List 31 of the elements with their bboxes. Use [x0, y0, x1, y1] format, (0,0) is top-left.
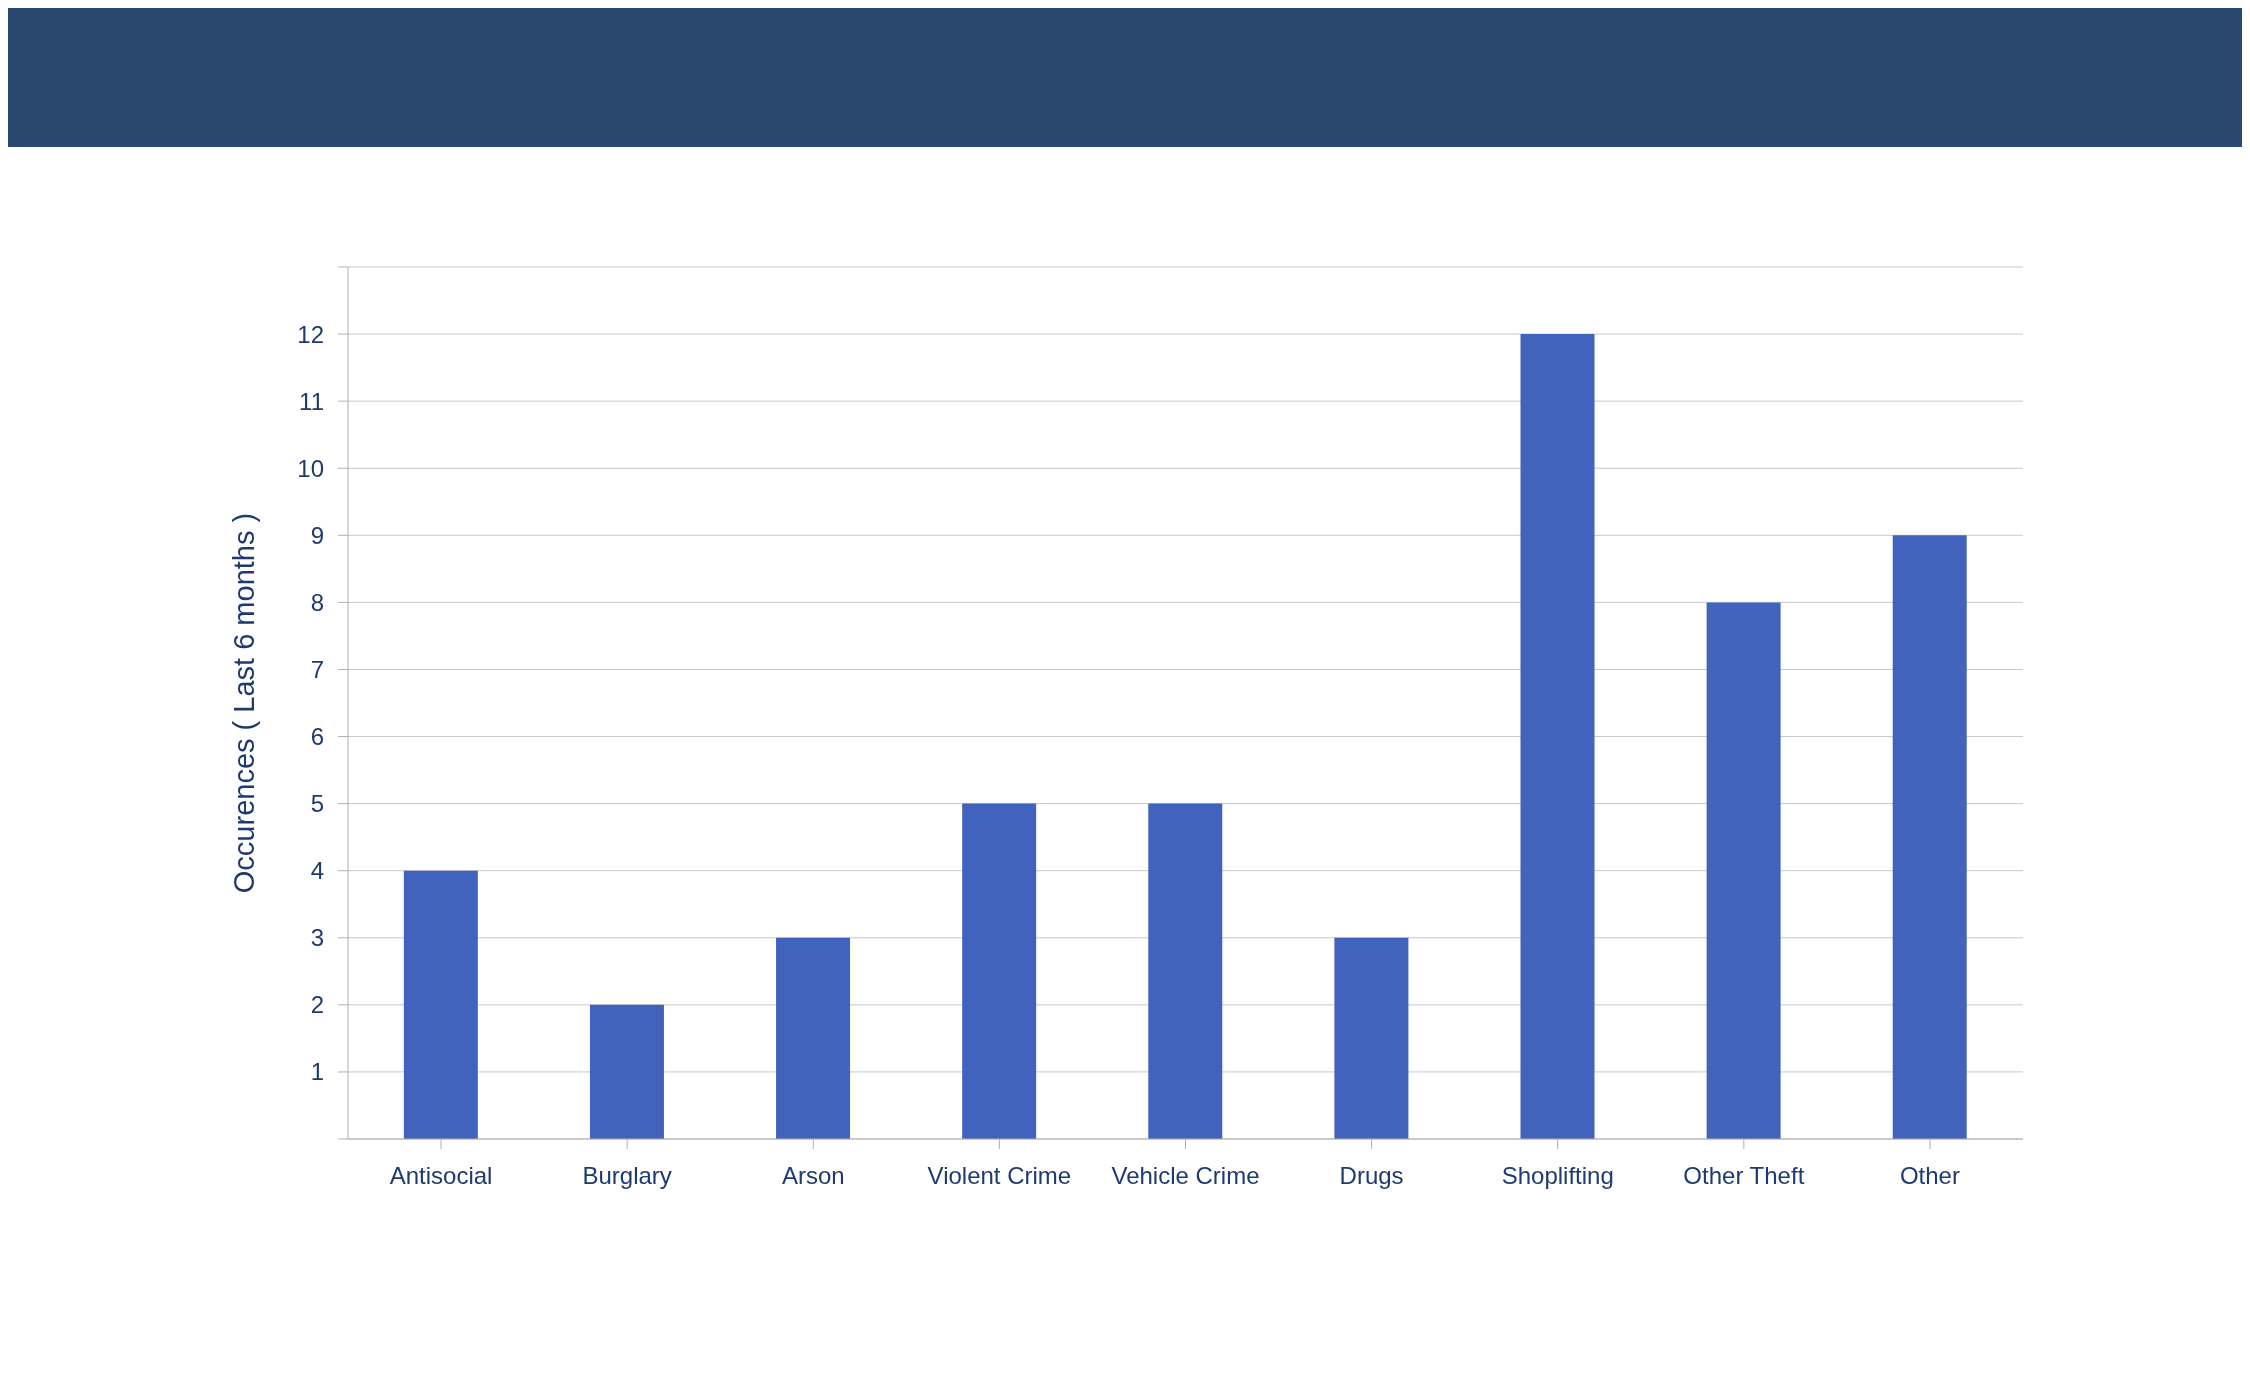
bar — [962, 803, 1037, 1139]
x-tick-label: Other — [1899, 1162, 1960, 1190]
y-tick-label: 8 — [310, 588, 324, 616]
x-tick-label: Other Theft — [1683, 1162, 1805, 1190]
y-tick-label: 10 — [297, 454, 324, 482]
x-tick-label: Shoplifting — [1501, 1162, 1614, 1190]
x-tick-label: Drugs — [1339, 1162, 1404, 1190]
bar — [1334, 937, 1409, 1139]
bar — [1706, 602, 1781, 1139]
y-tick-label: 4 — [310, 857, 324, 885]
bar — [1520, 334, 1595, 1139]
bar — [589, 1004, 664, 1139]
y-tick-label: 12 — [297, 320, 324, 348]
x-tick-label: Arson — [781, 1162, 845, 1190]
y-tick-label: 1 — [310, 1058, 324, 1086]
x-tick-label: Burglary — [582, 1162, 672, 1190]
bar — [1892, 535, 1967, 1139]
y-tick-label: 11 — [299, 387, 324, 415]
y-tick-label: 5 — [310, 790, 324, 818]
bar — [1148, 803, 1223, 1139]
y-axis-title: Occurences ( Last 6 months ) — [228, 512, 261, 894]
x-tick-label: Vehicle Crime — [1111, 1162, 1260, 1190]
y-tick-label: 2 — [310, 991, 324, 1019]
y-tick-label: 6 — [310, 723, 324, 751]
x-tick-label: Antisocial — [389, 1162, 493, 1190]
y-tick-label: 7 — [310, 655, 324, 683]
x-tick-label: Violent Crime — [927, 1162, 1072, 1190]
y-tick-label: 3 — [310, 924, 324, 952]
bar — [403, 870, 478, 1139]
y-tick-label: 9 — [310, 521, 324, 549]
bar — [776, 937, 851, 1139]
